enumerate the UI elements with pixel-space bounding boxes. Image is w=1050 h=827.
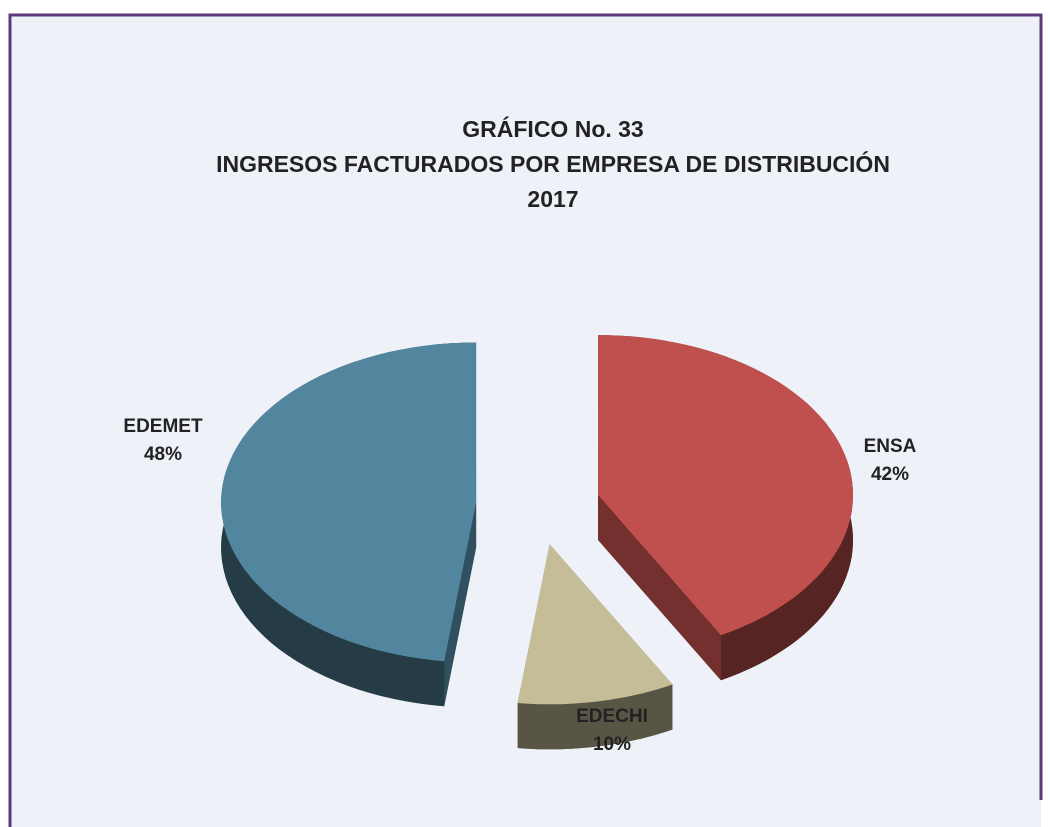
slice-wall — [517, 684, 673, 750]
slice — [221, 342, 477, 662]
slice-value: 42% — [871, 464, 909, 485]
slice — [517, 544, 673, 705]
slice-label: EDECHI — [576, 706, 648, 727]
chart-title: INGRESOS FACTURADOS POR EMPRESA DE DISTR… — [216, 150, 890, 177]
slice-label: ENSA — [864, 436, 917, 457]
slice-side — [444, 502, 477, 707]
slice-value: 48% — [144, 444, 182, 465]
slice-side — [598, 495, 721, 681]
slice — [598, 335, 853, 636]
slice-label: EDEMET — [123, 416, 203, 437]
slice-value: 10% — [593, 734, 631, 755]
chart-title: 2017 — [527, 186, 578, 212]
chart-title: GRÁFICO No. 33 — [462, 115, 643, 142]
frame — [8, 13, 1043, 827]
